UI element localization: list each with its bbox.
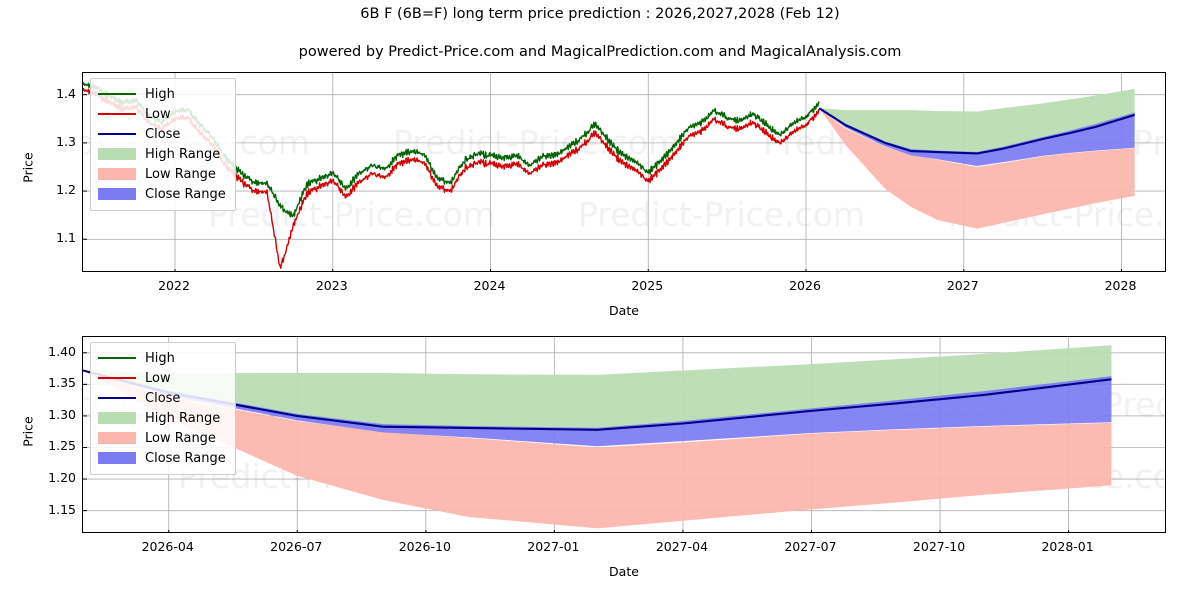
- legend-swatch-icon: [98, 188, 136, 200]
- x-tick-label: 2028: [1104, 278, 1137, 293]
- legend-item-label: Close Range: [145, 450, 226, 466]
- legend-item-high: High: [98, 348, 226, 368]
- legend-item-label: Close: [145, 126, 181, 142]
- legend-swatch-icon: [98, 168, 136, 180]
- legend-item-label: Low Range: [145, 166, 216, 182]
- x-tick-label: 2027-10: [912, 539, 966, 554]
- legend-item-high-range: High Range: [98, 144, 226, 164]
- page-title: 6B F (6B=F) long term price prediction :…: [360, 6, 840, 22]
- x-tick-label: 2024: [473, 278, 506, 293]
- legend-swatch-icon: [98, 372, 136, 385]
- plot-area-top: Predict-Price.comPredict-Price.comPredic…: [82, 72, 1166, 272]
- legend-item-label: Close: [145, 390, 181, 406]
- y-tick-label: 1.30: [48, 406, 76, 422]
- x-tick-label: 2026-10: [398, 539, 451, 554]
- legend-item-label: Low: [145, 370, 171, 386]
- legend-item-close-range: Close Range: [98, 448, 226, 468]
- y-tick-label: 1.3: [56, 133, 76, 149]
- y-tick-label: 1.35: [48, 375, 76, 391]
- legend-swatch-icon: [98, 412, 136, 424]
- y-tick-label: 1.2: [56, 182, 76, 198]
- legend-item-high: High: [98, 84, 226, 104]
- x-tick-label: 2026-04: [141, 539, 194, 554]
- y-tick-label: 1.15: [48, 501, 76, 517]
- legend-swatch-icon: [98, 432, 136, 444]
- legend-swatch-icon: [98, 392, 136, 405]
- x-tick-label: 2026: [789, 278, 821, 293]
- legend-item-high-range: High Range: [98, 408, 226, 428]
- plot-area-bottom: Predict-Price.comPredict-Price.comPredic…: [82, 336, 1166, 533]
- x-tick-label: 2026-07: [270, 539, 323, 554]
- legend-item-label: High: [145, 86, 175, 102]
- legend-bottom: High Low Close High Range Low Range Close Ran…: [90, 342, 236, 475]
- x-tick-label: 2027-01: [527, 539, 580, 554]
- legend-swatch-icon: [98, 108, 136, 121]
- y-tick-label: 1.4: [56, 85, 76, 101]
- legend-swatch-icon: [98, 352, 136, 365]
- legend-item-low: Low: [98, 368, 226, 388]
- x-tick-label: 2027-04: [655, 539, 709, 554]
- legend-item-close: Close: [98, 124, 226, 144]
- legend-swatch-icon: [98, 452, 136, 464]
- legend-item-label: High: [145, 350, 175, 366]
- legend-item-low: Low: [98, 104, 226, 124]
- x-tick-label: 2027-07: [784, 539, 837, 554]
- x-tick-label: 2022: [158, 278, 190, 293]
- y-tick-label: 1.1: [56, 230, 76, 246]
- y-tick-label: 1.20: [48, 470, 76, 486]
- legend-item-low-range: Low Range: [98, 164, 226, 184]
- legend-top: High Low Close High Range Low Range Close Ran…: [90, 78, 236, 211]
- legend-item-low-range: Low Range: [98, 428, 226, 448]
- legend-item-close-range: Close Range: [98, 184, 226, 204]
- page-subtitle: powered by Predict-Price.com and Magical…: [298, 44, 902, 60]
- legend-item-close: Close: [98, 388, 226, 408]
- x-axis-label-top: Date: [609, 303, 639, 318]
- x-tick-label: 2023: [315, 278, 348, 293]
- y-tick-label: 1.25: [48, 438, 76, 454]
- legend-item-label: Low: [145, 106, 171, 122]
- x-axis-label-bottom: Date: [609, 564, 639, 579]
- y-tick-label: 1.40: [48, 343, 76, 359]
- legend-swatch-icon: [98, 148, 136, 160]
- x-tick-label: 2028-01: [1041, 539, 1094, 554]
- legend-swatch-icon: [98, 128, 136, 141]
- legend-swatch-icon: [98, 88, 136, 101]
- x-tick-label: 2025: [631, 278, 664, 293]
- legend-item-label: High Range: [145, 410, 221, 426]
- legend-item-label: Low Range: [145, 430, 216, 446]
- x-tick-label: 2027: [946, 278, 979, 293]
- legend-item-label: High Range: [145, 146, 221, 162]
- legend-item-label: Close Range: [145, 186, 226, 202]
